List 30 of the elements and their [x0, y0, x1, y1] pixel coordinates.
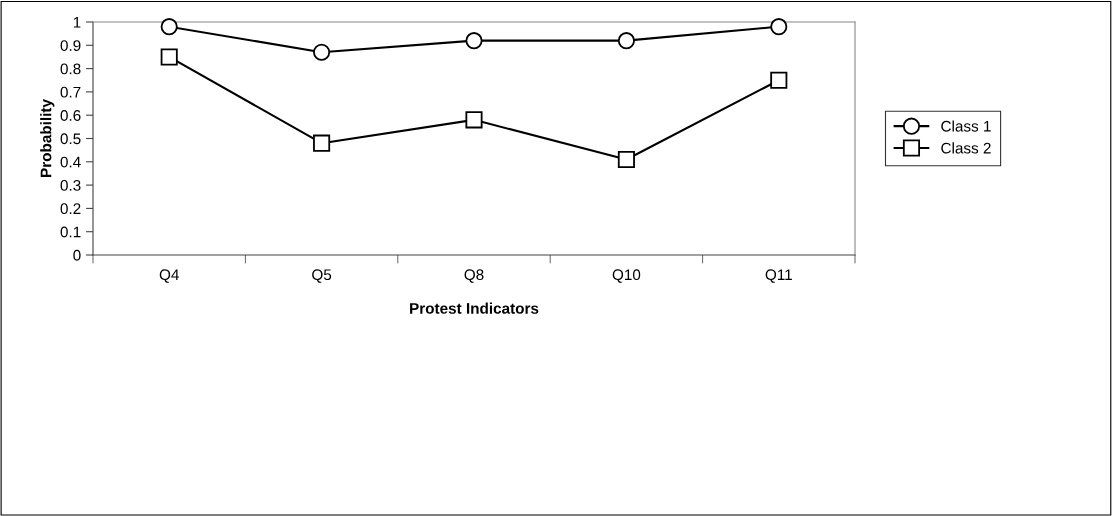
point: [465, 32, 483, 50]
y-tick-label: 0.4: [60, 156, 81, 168]
point: [617, 150, 635, 169]
y-tick-label: 0.2: [60, 203, 81, 215]
x-tick-label: Q4: [159, 269, 179, 283]
x-tick-label: Q8: [464, 269, 484, 283]
y-tick-label: 0.1: [60, 226, 81, 238]
y-tick-label: 0: [73, 249, 81, 261]
point: [465, 111, 483, 129]
x-axis-title: Protest Indicators: [410, 302, 539, 314]
point: [770, 71, 788, 89]
point: [160, 48, 178, 66]
y-tick-label: 0.7: [60, 86, 81, 98]
x-tick-label: Q11: [765, 269, 792, 283]
y-tick-label: 0.5: [60, 133, 81, 145]
y-tick-label: 0.9: [60, 40, 81, 51]
point: [617, 32, 635, 50]
point: [770, 18, 788, 36]
x-tick-label: Q10: [612, 269, 641, 283]
y-tick-label: 0.3: [60, 179, 81, 191]
point: [313, 134, 331, 152]
y-tick-label: 1: [73, 17, 81, 28]
x-tick-label: Q5: [312, 269, 332, 283]
legend-label: Class 1: [941, 120, 991, 132]
y-axis-title: Probability: [40, 99, 55, 177]
y-tick-label: 0.8: [60, 63, 81, 75]
legend-label: Class 2: [941, 142, 991, 154]
y-tick-label: 0.6: [60, 110, 81, 121]
point: [313, 43, 331, 61]
point: [160, 18, 178, 36]
